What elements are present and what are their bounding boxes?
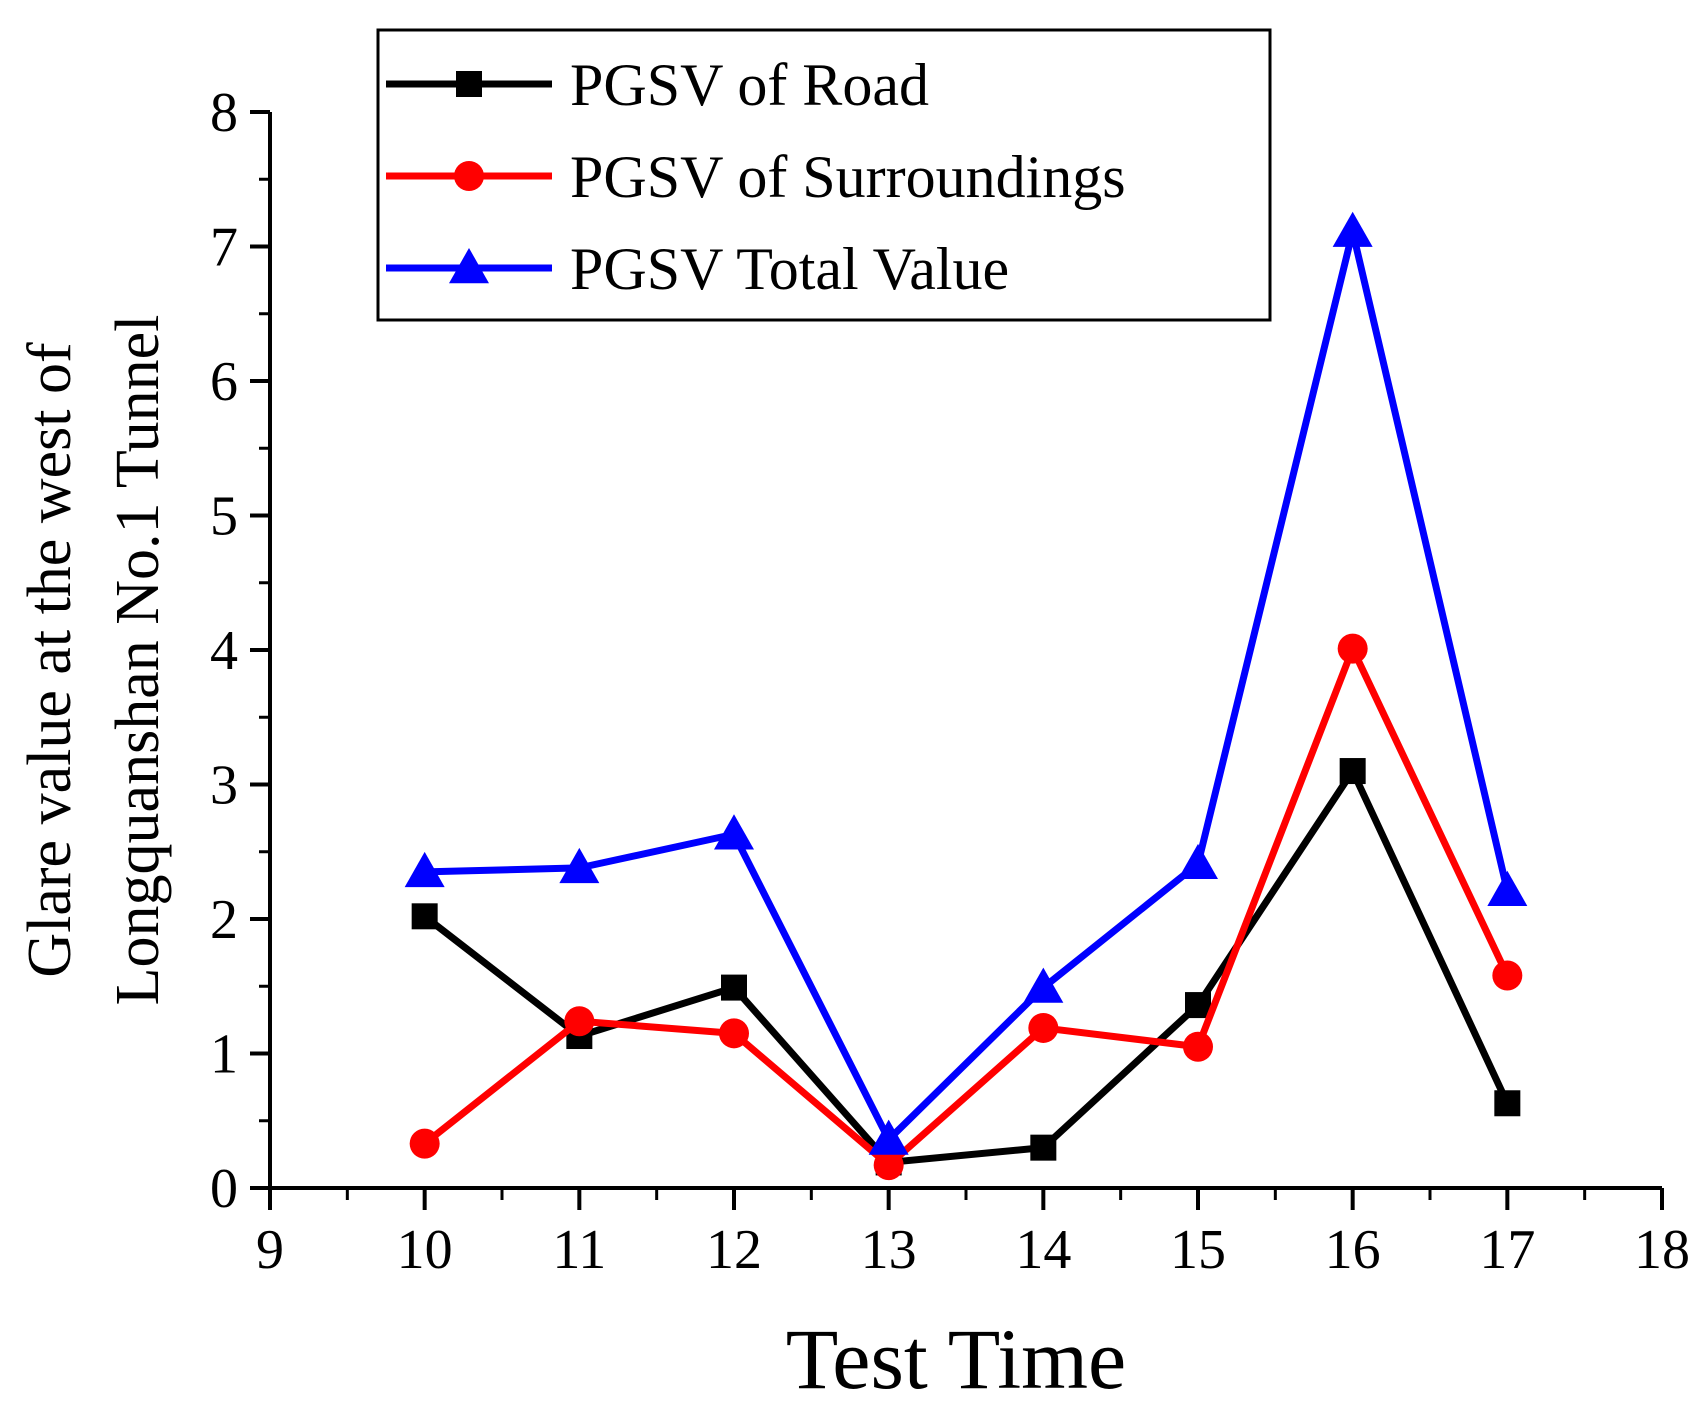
data-point [1178,843,1218,880]
series-1 [411,758,1521,1176]
data-point [1023,967,1064,1003]
legend-marker [454,161,484,191]
data-point [404,851,445,888]
series-3 [404,211,1528,1155]
x-tick-label: 17 [1479,1219,1535,1281]
x-tick-label: 12 [706,1219,762,1281]
x-tick-label: 9 [256,1219,284,1281]
series-2 [409,633,1523,1181]
y-tick-label: 2 [210,889,238,951]
series-line [422,645,1511,1169]
x-tick-label: 14 [1015,1219,1071,1281]
data-point [1183,1031,1213,1062]
legend-marker [456,71,482,97]
x-tick-label: 11 [552,1219,606,1281]
y-axis-title: Glare value at the west of Longquanshan N… [16,315,172,1006]
legend-label: PGSV of Surroundings [570,144,1126,210]
legend-label: PGSV of Road [570,52,929,118]
data-point [721,974,747,1001]
y-tick-label: 8 [210,82,238,144]
data-point [1494,1090,1521,1117]
data-point [714,814,754,850]
data-point [719,1018,749,1049]
y-tick-label: 4 [210,620,238,682]
x-tick-label: 18 [1634,1219,1690,1281]
legend-marker [449,248,489,284]
data-point [1337,633,1368,664]
y-tick-label: 7 [210,217,238,279]
x-tick-label: 10 [397,1219,453,1281]
data-point [1028,1012,1059,1043]
data-point [1030,1134,1057,1161]
data-point [409,1128,440,1159]
x-tick-label: 13 [861,1219,917,1281]
y-tick-label: 1 [210,1024,238,1086]
legend: PGSV of Road PGSV of Surroundings PGSV Tot… [376,28,1272,322]
x-axis-title: Test Time [786,1311,1126,1407]
y-axis-title-line: Longquanshan No.1 Tunnel [104,315,172,1006]
x-tick-label: 16 [1325,1219,1381,1281]
legend-label: PGSV Total Value [570,236,1009,302]
data-point [1332,211,1373,247]
data-point [1339,758,1366,785]
series-line [422,767,1511,1166]
series-line [424,228,1511,1144]
data-point [564,1006,595,1037]
data-point [1487,870,1528,906]
data-point [559,847,600,884]
y-tick-label: 6 [210,351,238,413]
data-point [868,1119,909,1155]
data-point [411,903,438,930]
x-tick-label: 15 [1170,1219,1226,1281]
y-tick-label: 3 [210,755,238,817]
series-layer [404,211,1528,1181]
data-point [1492,960,1523,991]
data-point [1185,992,1211,1019]
y-axis-title-line: Glare value at the west of [16,342,84,978]
y-tick-label: 0 [210,1158,238,1220]
data-point [873,1150,904,1181]
y-tick-label: 5 [210,486,238,548]
